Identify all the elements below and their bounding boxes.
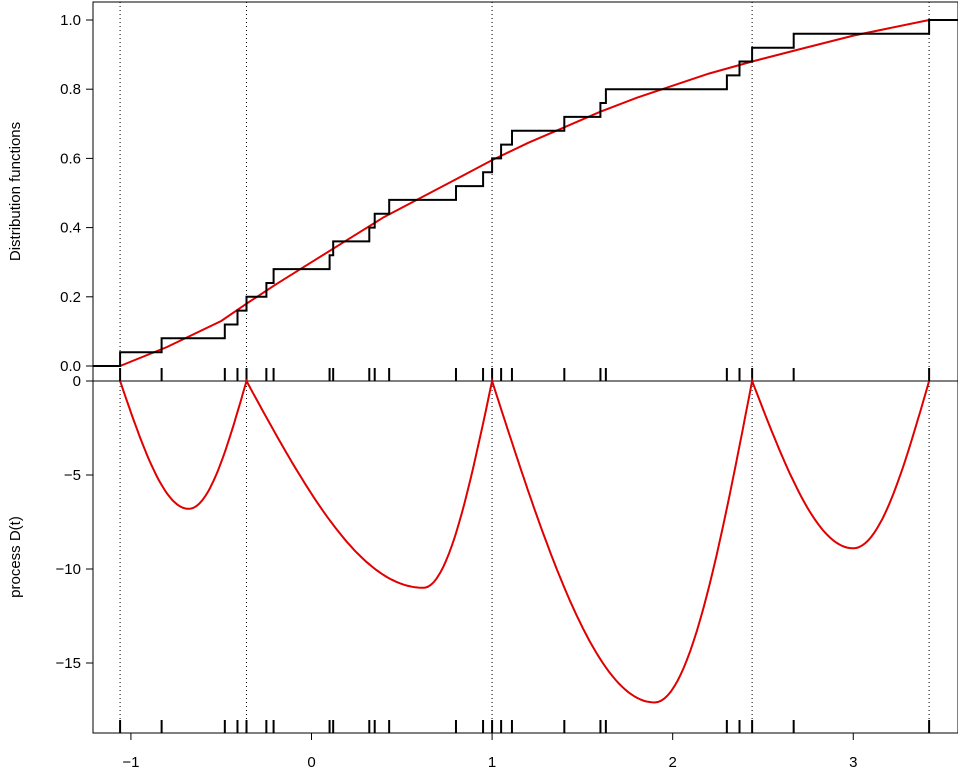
bottom-plot-frame — [92, 380, 958, 734]
top-y-axis-label: Distribution functions — [7, 122, 24, 261]
top-plot-frame — [92, 1, 958, 382]
top-y-tick-label: 1.0 — [60, 12, 81, 29]
empirical-cdf-step — [93, 19, 958, 367]
x-tick-label: 1 — [488, 754, 496, 771]
x-tick-label: 3 — [849, 754, 857, 771]
fitted-cdf-line — [119, 19, 930, 367]
bottom-y-tick-label: 0 — [73, 373, 81, 390]
x-tick-label: 0 — [307, 754, 315, 771]
bottom-y-tick-label: −10 — [56, 561, 81, 578]
top-y-tick-label: 0.0 — [60, 358, 81, 375]
bottom-y-axis-label: process D(t) — [7, 516, 24, 598]
top-y-tick-label: 0.4 — [60, 220, 81, 237]
bottom-y-tick-label: −5 — [64, 467, 81, 484]
top-y-tick-label: 0.8 — [60, 81, 81, 98]
x-tick-label: −1 — [122, 754, 139, 771]
top-panel: 0.0 0.2 0.4 0.6 0.8 1.0 Distribution functions — [7, 1, 958, 733]
top-y-tick-label: 0.2 — [60, 289, 81, 306]
x-tick-label: 2 — [669, 754, 677, 771]
bottom-y-tick-label: −15 — [56, 655, 81, 672]
top-y-tick-label: 0.6 — [60, 150, 81, 167]
process-curve — [119, 377, 931, 704]
